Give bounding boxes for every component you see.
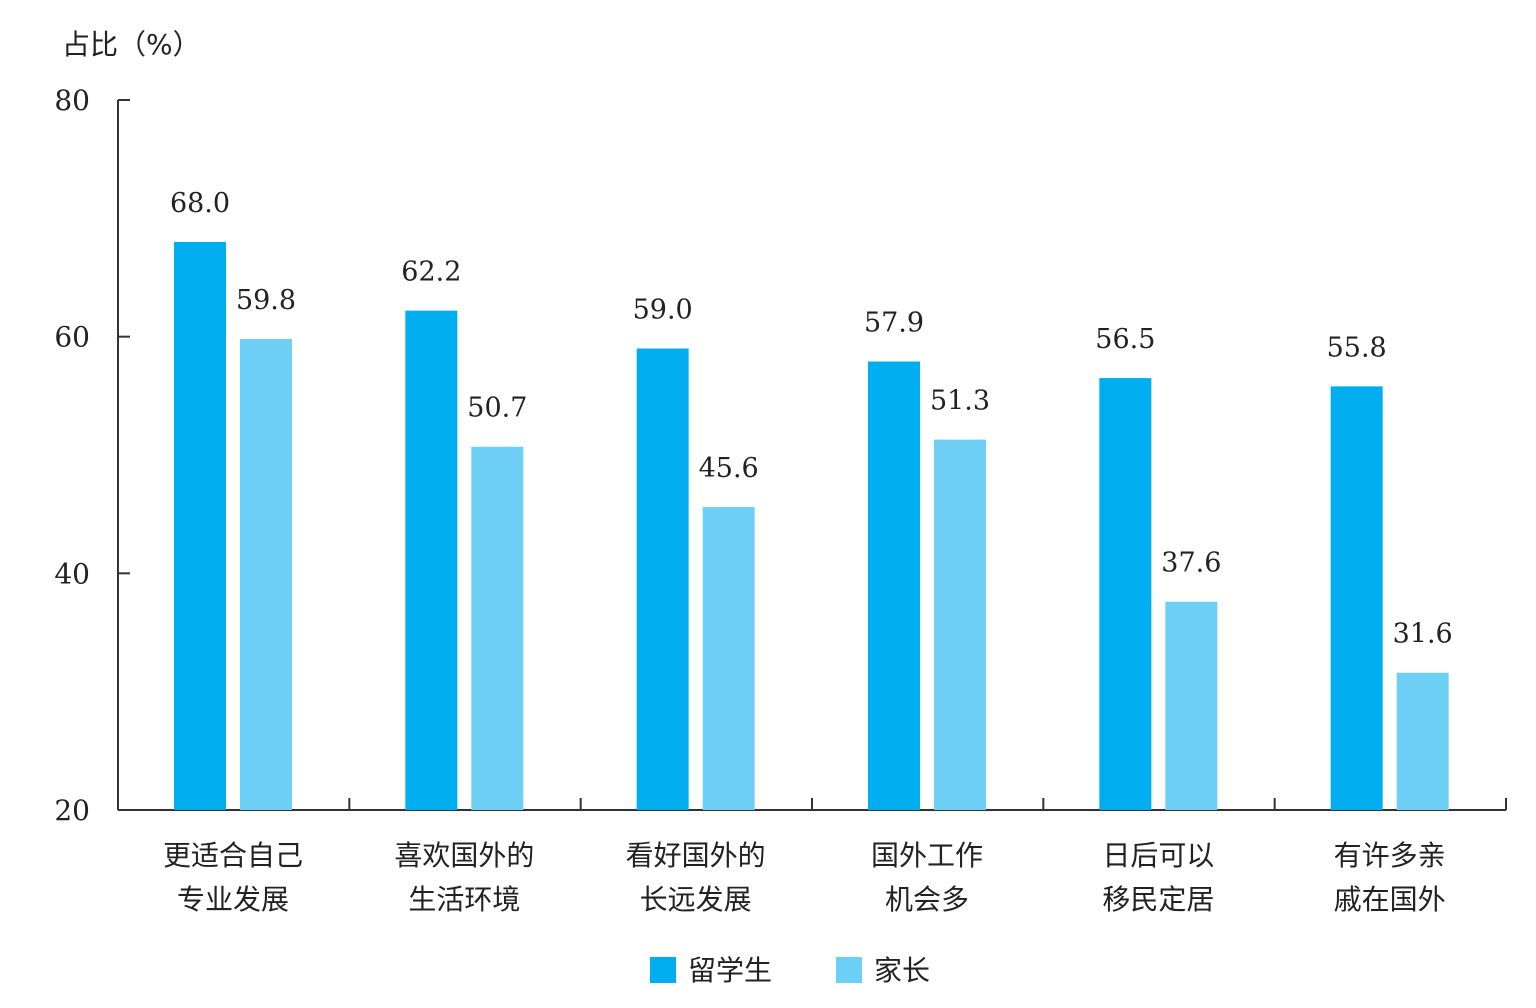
bar-students (1099, 378, 1152, 810)
value-label: 50.7 (467, 393, 527, 424)
bar-parents (934, 439, 986, 810)
category-label: 有许多亲 (1334, 839, 1446, 872)
legend-label: 留学生 (688, 954, 772, 987)
legend-swatch (650, 957, 676, 983)
bar-parents (240, 339, 292, 810)
category-label: 国外工作 (871, 839, 983, 872)
bar-parents (1165, 601, 1218, 810)
value-label: 55.8 (1327, 332, 1387, 363)
category-label: 移民定居 (1102, 883, 1214, 916)
y-axis-title: 占比（%） (62, 28, 201, 61)
bar-students (174, 242, 226, 810)
y-tick-label: 40 (54, 557, 90, 590)
legend-swatch (836, 957, 862, 983)
legend: 留学生 家长 (650, 954, 930, 987)
category-label: 戚在国外 (1334, 883, 1446, 916)
category-label: 更适合自己 (163, 839, 303, 872)
category-label: 生活环境 (408, 883, 520, 916)
category-label: 喜欢国外的 (394, 839, 534, 872)
y-tick-label: 20 (54, 794, 90, 827)
category-label: 专业发展 (177, 883, 289, 916)
value-label: 68.0 (170, 188, 230, 219)
value-label: 59.8 (236, 285, 296, 316)
bars (174, 242, 1449, 810)
value-label: 31.6 (1393, 619, 1453, 650)
axes (117, 100, 1507, 811)
y-axis-ticks: 20 40 60 80 (54, 84, 130, 827)
bar-students (868, 361, 920, 810)
value-label: 45.6 (699, 453, 759, 484)
legend-label: 家长 (874, 954, 930, 987)
bar-parents (702, 507, 755, 810)
bar-students (405, 310, 458, 810)
y-tick-label: 80 (54, 84, 90, 117)
value-labels: 68.0 62.2 59.0 57.9 56.5 55.8 59.8 50.7 45.6 51.3… (170, 188, 1453, 650)
category-label: 长远发展 (640, 883, 752, 916)
value-label: 57.9 (864, 308, 924, 339)
value-label: 37.6 (1161, 548, 1221, 579)
value-label: 51.3 (930, 386, 990, 417)
value-label: 56.5 (1095, 324, 1155, 355)
category-label: 日后可以 (1102, 839, 1214, 872)
category-label: 机会多 (885, 883, 969, 916)
bar-students (636, 348, 689, 810)
y-tick-label: 60 (54, 321, 90, 354)
bar-parents (1396, 672, 1449, 810)
bar-students (1330, 386, 1383, 810)
bar-parents (471, 446, 524, 810)
value-label: 62.2 (401, 257, 461, 288)
value-label: 59.0 (633, 295, 693, 326)
category-label: 看好国外的 (626, 839, 766, 872)
